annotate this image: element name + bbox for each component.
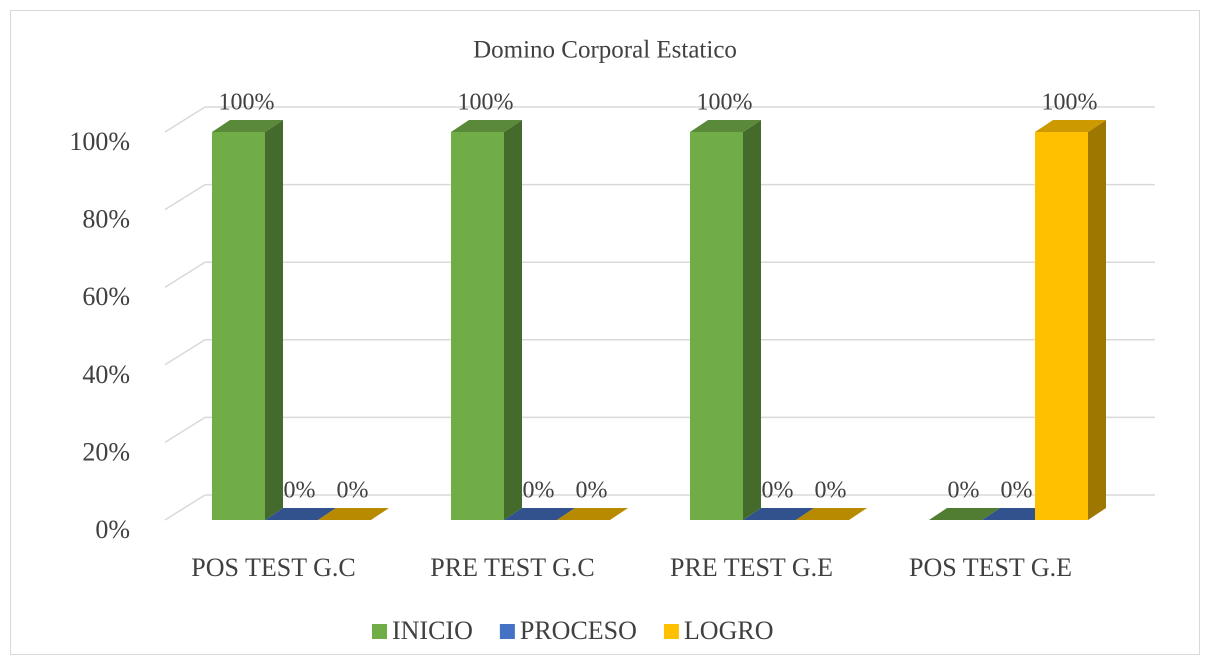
bar-side <box>743 120 761 520</box>
data-label: 0% <box>948 478 980 504</box>
y-tick-label: 40% <box>82 360 130 389</box>
data-label: 100% <box>697 90 753 116</box>
data-label: 0% <box>284 478 316 504</box>
data-label: 100% <box>219 90 275 116</box>
bar-top <box>743 508 814 520</box>
bar-top <box>1035 120 1106 132</box>
bar <box>451 132 504 520</box>
y-tick-label: 100% <box>69 127 130 156</box>
data-label: 0% <box>762 478 794 504</box>
grid-line-floor <box>164 339 206 366</box>
bar-side <box>265 120 283 520</box>
bar-side <box>1088 120 1106 520</box>
bar-top <box>796 508 867 520</box>
data-label: 0% <box>337 478 369 504</box>
x-tick-label: PRE TEST G.C <box>430 553 594 582</box>
grid-line-floor <box>164 494 206 521</box>
data-label: 0% <box>1001 478 1033 504</box>
bar-side <box>504 120 522 520</box>
data-label: 100% <box>1042 90 1098 116</box>
bar <box>212 132 265 520</box>
grid-line-floor <box>164 183 206 211</box>
data-label: 0% <box>815 478 847 504</box>
legend-label: PROCESO <box>520 616 637 645</box>
legend-label: INICIO <box>392 616 473 645</box>
y-tick-label: 20% <box>82 437 130 466</box>
x-tick-label: POS TEST G.E <box>909 553 1072 582</box>
bar-top <box>318 508 389 520</box>
data-label: 0% <box>523 478 555 504</box>
legend-swatch <box>499 624 515 639</box>
bar-top <box>265 508 336 520</box>
data-label: 0% <box>576 478 608 504</box>
bar-top <box>212 120 283 132</box>
grid-line-floor <box>164 416 206 444</box>
chart-border <box>10 10 1200 655</box>
grid-line-floor <box>164 261 206 288</box>
legend-swatch <box>663 624 679 639</box>
y-tick-label: 60% <box>82 282 130 311</box>
bar <box>690 132 743 520</box>
x-tick-label: POS TEST G.C <box>191 553 355 582</box>
bar-top <box>504 508 575 520</box>
data-label: 100% <box>458 90 514 116</box>
bar <box>1035 132 1088 520</box>
bar-top <box>451 120 522 132</box>
x-tick-label: PRE TEST G.E <box>670 553 833 582</box>
bar-top <box>690 120 761 132</box>
bar-top <box>557 508 628 520</box>
bar-top <box>929 508 1000 520</box>
y-tick-label: 0% <box>95 515 130 544</box>
chart-title: Domino Corporal Estatico <box>473 37 737 64</box>
grid-line-floor <box>164 106 206 133</box>
legend-label: LOGRO <box>684 616 774 645</box>
legend-swatch <box>372 624 387 639</box>
y-tick-label: 80% <box>82 205 130 234</box>
